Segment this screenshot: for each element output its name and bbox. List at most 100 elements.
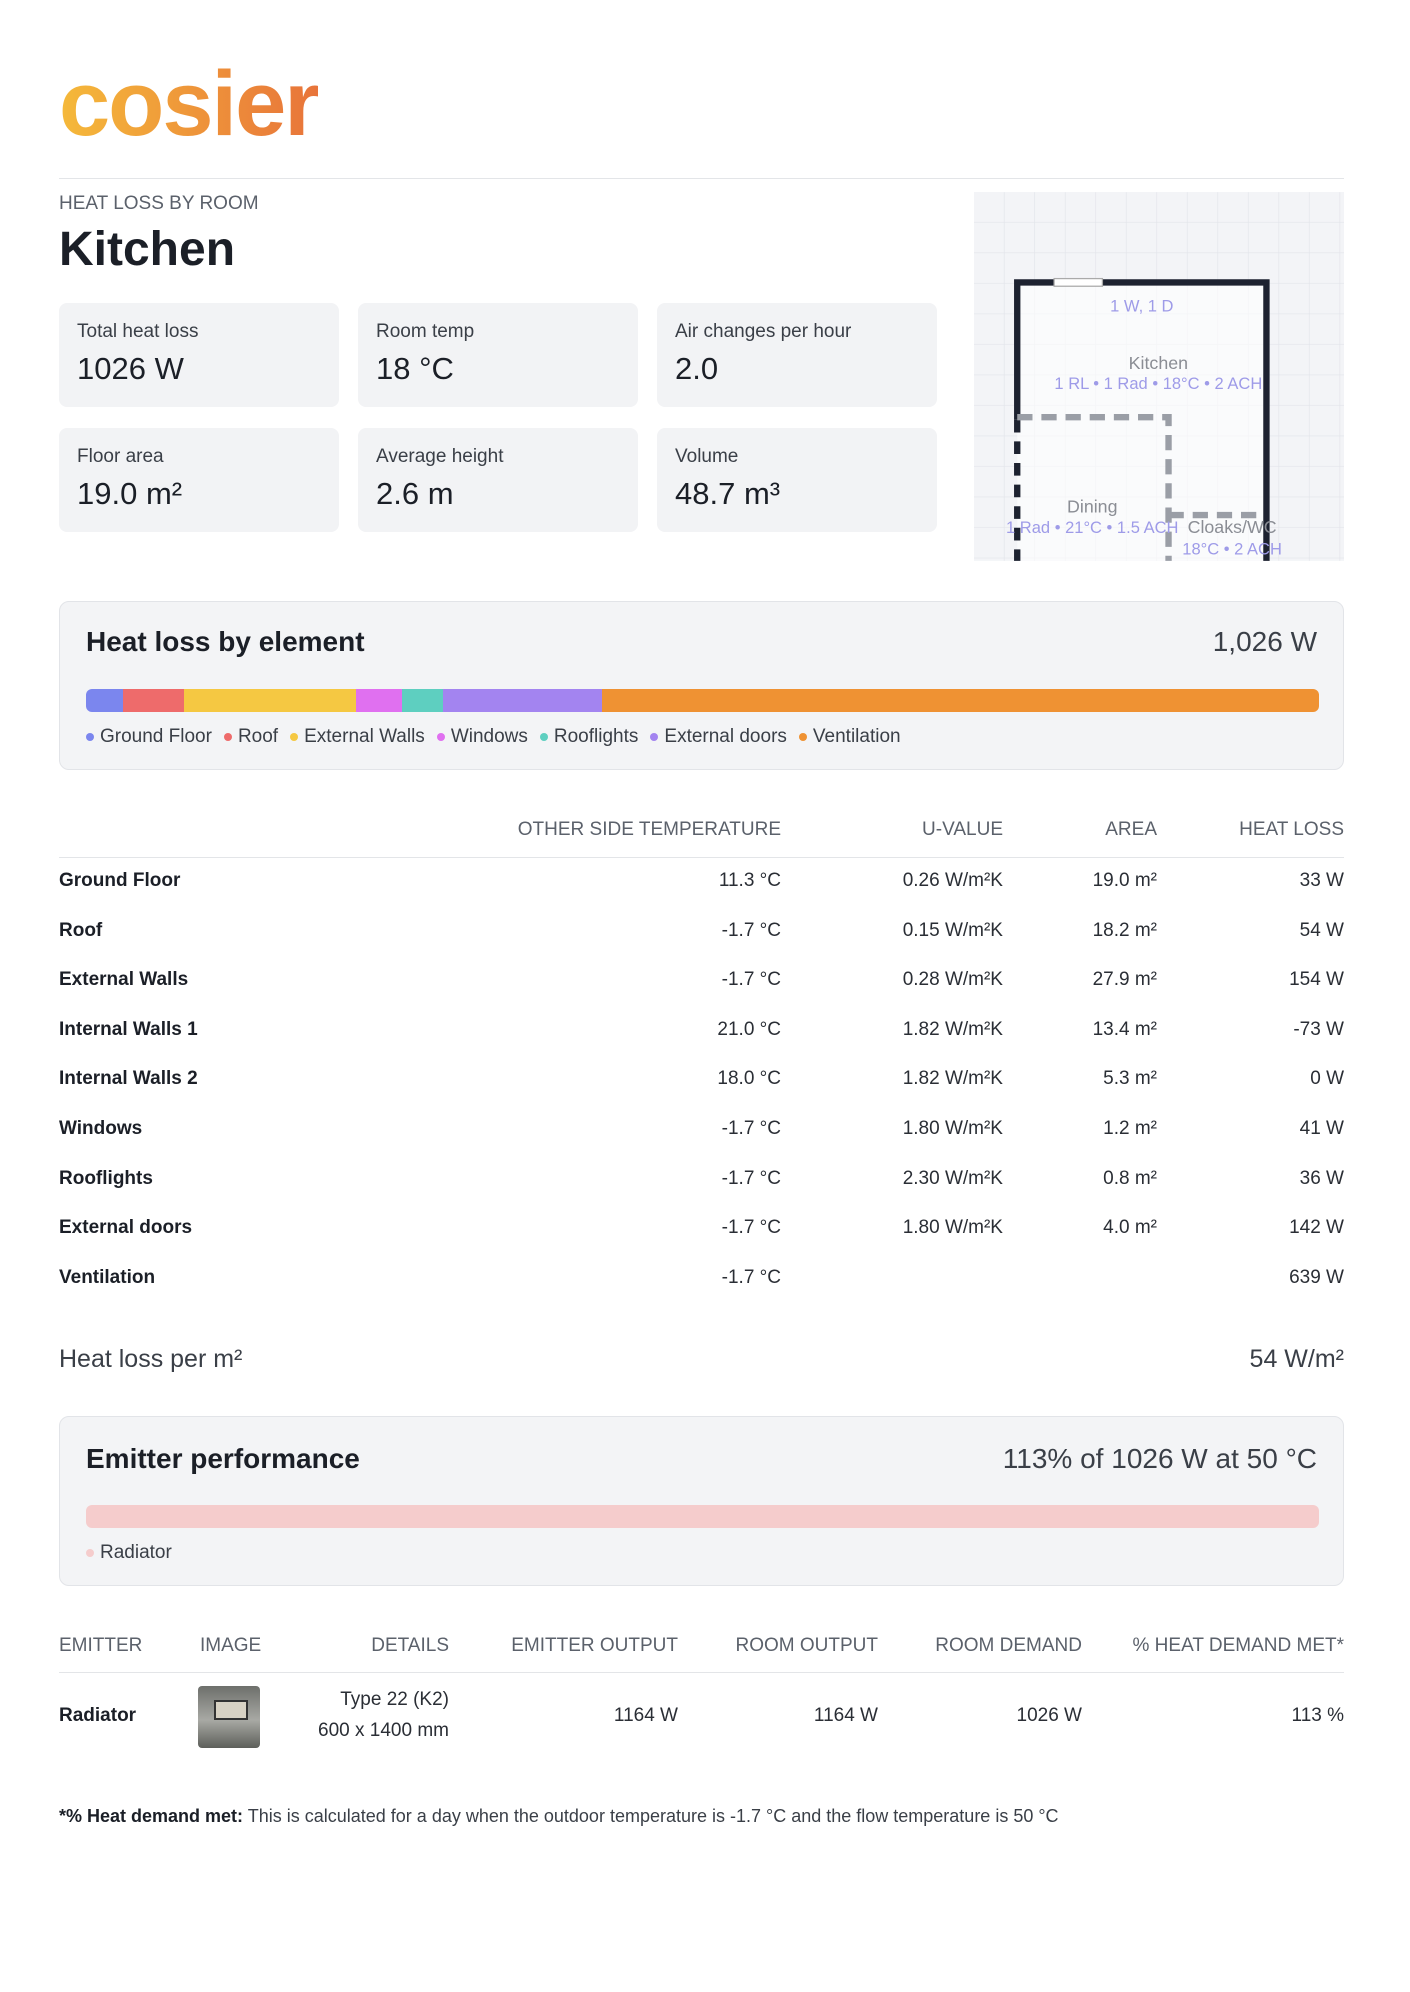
cell: -1.7 °C — [721, 1118, 781, 1139]
cell: 27.9 m² — [1092, 969, 1157, 991]
bar-segment — [183, 689, 357, 712]
stat-card: Average height 2.6 m — [358, 428, 638, 532]
panel-total: 1,026 W — [1212, 626, 1317, 657]
bar-segment — [86, 689, 124, 712]
footnote-text: This is calculated for a day when the ou… — [247, 1806, 1059, 1826]
logo: cosier — [59, 53, 320, 155]
legend-item: Ventilation — [798, 726, 901, 748]
panel-summary: 113% of 1026 W at 50 °C — [1002, 1443, 1317, 1474]
cell: -1.7 °C — [721, 1266, 781, 1288]
column-header: DETAILS — [371, 1635, 449, 1656]
column-header: IMAGE — [200, 1635, 262, 1656]
cell: 33 W — [1299, 870, 1344, 891]
table-rule — [59, 857, 1344, 858]
cell: 142 W — [1289, 1217, 1344, 1239]
panel-title: Heat loss by element — [86, 626, 365, 657]
cell: -1.7 °C — [721, 969, 781, 991]
floorplan-label: 1 W, 1 D — [1110, 297, 1173, 316]
legend-label: External Walls — [304, 726, 425, 747]
legend-dot — [86, 733, 94, 741]
stat-card: Air changes per hour 2.0 — [657, 303, 937, 407]
legend-label: Windows — [450, 726, 528, 747]
cell: 13.4 m² — [1092, 1018, 1157, 1040]
cell: 18.2 m² — [1092, 919, 1157, 941]
floorplan-label: Kitchen — [1129, 353, 1188, 373]
cell: 19.0 m² — [1092, 870, 1157, 891]
cell: 2.30 W/m²K — [902, 1167, 1003, 1189]
cell: 11.3 °C — [718, 870, 781, 891]
column-header: % HEAT DEMAND MET* — [1132, 1635, 1345, 1656]
cell: 113 % — [1291, 1705, 1344, 1726]
stat-card: Floor area 19.0 m² — [59, 428, 339, 532]
stat-value: 18 °C — [376, 351, 454, 386]
cell: 1164 W — [613, 1705, 678, 1726]
cell: 1.2 m² — [1103, 1118, 1157, 1139]
column-header: HEAT LOSS — [1239, 819, 1344, 840]
bar-segment — [442, 689, 603, 712]
legend-dot — [539, 733, 548, 741]
row-label: Internal Walls 2 — [59, 1068, 198, 1090]
cell: 5.3 m² — [1103, 1068, 1157, 1090]
legend-item: Windows — [436, 726, 528, 748]
stacked-bar — [86, 689, 1319, 712]
footnote-label: *% Heat demand met: — [59, 1806, 244, 1826]
legend-item: Rooflights — [539, 726, 639, 748]
row-label: Roof — [59, 919, 103, 941]
cell: 1.82 W/m²K — [902, 1068, 1003, 1090]
element-panel: Heat loss by element 1,026 W Ground Floo… — [59, 601, 1344, 770]
cell: 0.15 W/m²K — [902, 919, 1003, 941]
stat-value: 19.0 m² — [77, 476, 183, 511]
stat-label: Total heat loss — [77, 321, 199, 342]
per-m2-value: 54 W/m² — [1249, 1345, 1344, 1373]
stat-label: Air changes per hour — [675, 321, 852, 342]
stat-card: Room temp 18 °C — [358, 303, 638, 407]
stat-label: Room temp — [376, 321, 475, 342]
table-rule — [59, 1672, 1344, 1673]
cell: 639 W — [1289, 1266, 1344, 1288]
legend-dot — [798, 733, 807, 741]
row-label: Windows — [59, 1118, 143, 1139]
floorplan-label: Cloaks/WC — [1188, 517, 1277, 537]
stat-card: Total heat loss 1026 W — [59, 303, 339, 407]
legend-dot — [436, 733, 445, 741]
cell: 21.0 °C — [717, 1018, 781, 1040]
bar-segment — [123, 689, 184, 712]
row-label: External Walls — [59, 969, 189, 991]
stat-value: 48.7 m³ — [675, 476, 781, 511]
emitter-panel: Emitter performance 113% of 1026 W at 50… — [59, 1416, 1344, 1586]
floorplan-label: Dining — [1067, 497, 1117, 517]
stat-label: Average height — [376, 446, 504, 467]
legend-label: Rooflights — [553, 726, 639, 747]
panel-title: Emitter performance — [86, 1443, 360, 1474]
stat-value: 2.0 — [675, 351, 719, 386]
cell: 0.8 m² — [1103, 1167, 1157, 1189]
cell: 1164 W — [813, 1705, 878, 1726]
legend: Ground Floor Roof External Walls Windows Roo… — [86, 726, 901, 748]
cell: 0.26 W/m²K — [902, 870, 1003, 891]
cell: 1.80 W/m²K — [902, 1217, 1003, 1239]
legend-item: Ground Floor — [86, 726, 212, 748]
stat-value: 2.6 m — [376, 476, 454, 511]
legend-label: Ground Floor — [100, 726, 212, 747]
cell: 18.0 °C — [717, 1068, 781, 1090]
cell: 1.80 W/m²K — [902, 1118, 1003, 1139]
stat-label: Floor area — [77, 446, 164, 467]
legend-dot — [290, 733, 299, 741]
cell: 0.28 W/m²K — [902, 969, 1003, 991]
column-header: EMITTER OUTPUT — [511, 1635, 678, 1656]
cell: -73 W — [1293, 1018, 1344, 1040]
cell: -1.7 °C — [721, 919, 781, 941]
bar-segment — [402, 689, 443, 712]
divider — [59, 178, 1344, 179]
legend-item: Radiator — [86, 1542, 172, 1564]
column-header: ROOM DEMAND — [935, 1635, 1082, 1656]
legend-item: Roof — [223, 726, 278, 748]
room-title: Kitchen — [59, 223, 236, 276]
cell: 0 W — [1310, 1068, 1344, 1090]
stat-label: Volume — [675, 446, 739, 467]
legend-dot — [223, 733, 232, 741]
column-header: U-VALUE — [922, 819, 1003, 840]
stat-card: Volume 48.7 m³ — [657, 428, 937, 532]
row-label: Ground Floor — [59, 870, 181, 891]
